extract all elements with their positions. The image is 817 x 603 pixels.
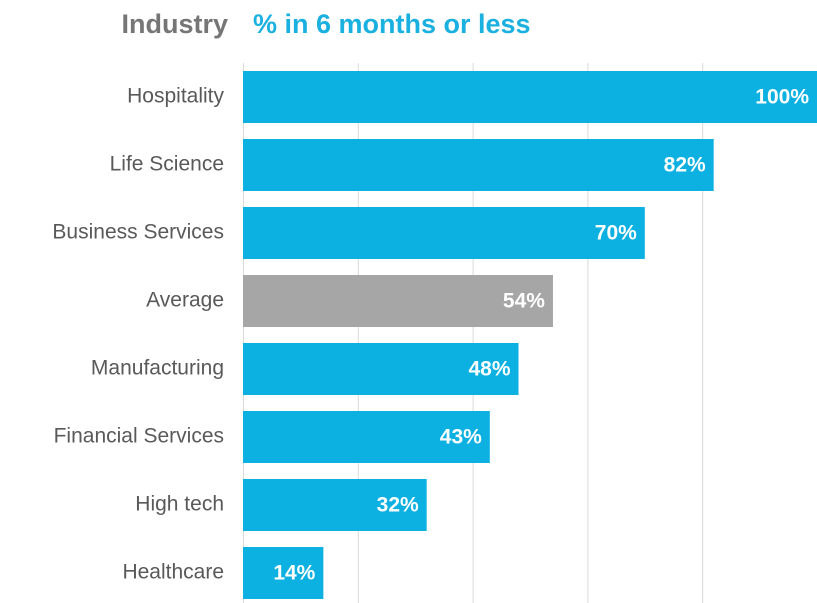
bar <box>243 547 324 599</box>
column-header: Industry <box>121 9 228 39</box>
bar <box>243 479 427 531</box>
value-label: 43% <box>440 426 482 449</box>
y-tick-label: Life Science <box>110 153 224 176</box>
bar <box>243 343 519 395</box>
value-label: 54% <box>503 290 545 313</box>
value-label: 100% <box>755 86 809 109</box>
bar <box>243 207 645 259</box>
y-tick-label: Manufacturing <box>91 357 224 380</box>
bar <box>243 139 714 191</box>
bar <box>243 71 817 123</box>
bar <box>243 275 553 327</box>
y-tick-label: Average <box>146 289 224 312</box>
value-label: 48% <box>468 358 510 381</box>
chart-title: % in 6 months or less <box>253 9 531 39</box>
value-label: 70% <box>595 222 637 245</box>
y-tick-label: Financial Services <box>54 425 224 448</box>
value-label: 14% <box>273 562 315 585</box>
y-tick-label: Hospitality <box>127 85 224 108</box>
y-tick-label: Healthcare <box>122 561 224 584</box>
bar <box>243 411 490 463</box>
value-label: 82% <box>664 154 706 177</box>
value-label: 32% <box>377 494 419 517</box>
y-tick-label: Business Services <box>52 221 224 244</box>
y-tick-label: High tech <box>135 493 224 516</box>
